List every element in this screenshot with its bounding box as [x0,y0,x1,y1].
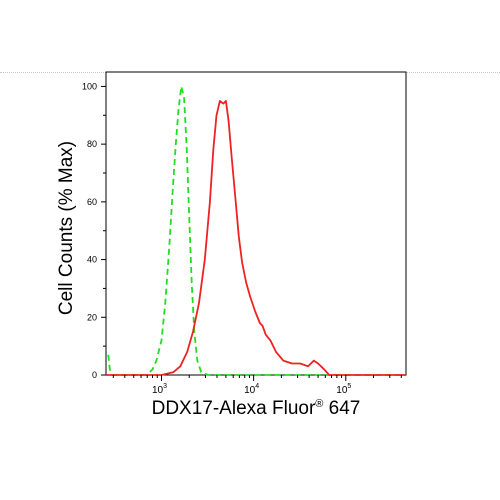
y-tick-label: 100 [82,81,97,91]
x-axis-title-tail: 647 [328,398,361,419]
y-tick-label: 0 [92,370,97,380]
y-tick-label: 20 [87,312,97,322]
y-tick-label: 40 [87,255,97,265]
x-axis-title: DDX17-Alexa Fluor® 647 [106,398,406,420]
series-line-2 [106,100,406,376]
plot-frame [105,71,407,376]
x-axis-title-text: DDX17-Alexa Fluor [151,398,316,419]
y-tick-label: 80 [87,139,97,149]
x-tick-label: 103 [152,383,167,396]
y-tick-label: 60 [87,197,97,207]
registered-mark: ® [315,398,324,410]
y-axis-title: Cell Counts (% Max) [56,140,77,316]
x-tick-label: 105 [336,383,351,396]
x-tick-label: 104 [244,383,259,396]
